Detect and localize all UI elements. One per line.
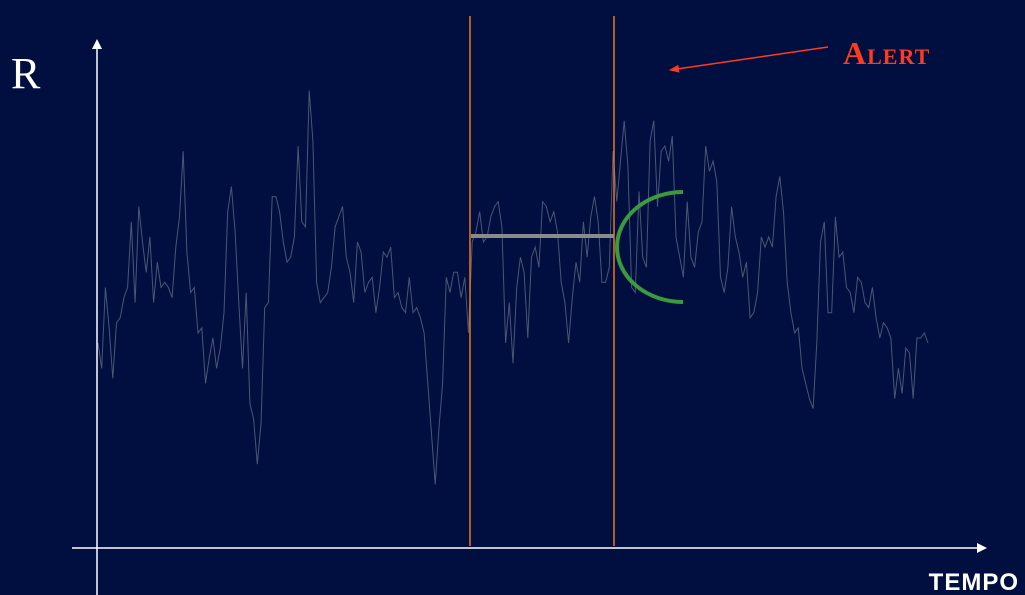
threshold-arc — [615, 190, 684, 304]
x-axis-label: TEMPO — [929, 569, 1019, 595]
alert-arrow — [669, 46, 829, 73]
alert-label: Alert — [843, 35, 930, 71]
y-axis-label: R — [11, 49, 41, 98]
signal-trace — [97, 90, 929, 485]
